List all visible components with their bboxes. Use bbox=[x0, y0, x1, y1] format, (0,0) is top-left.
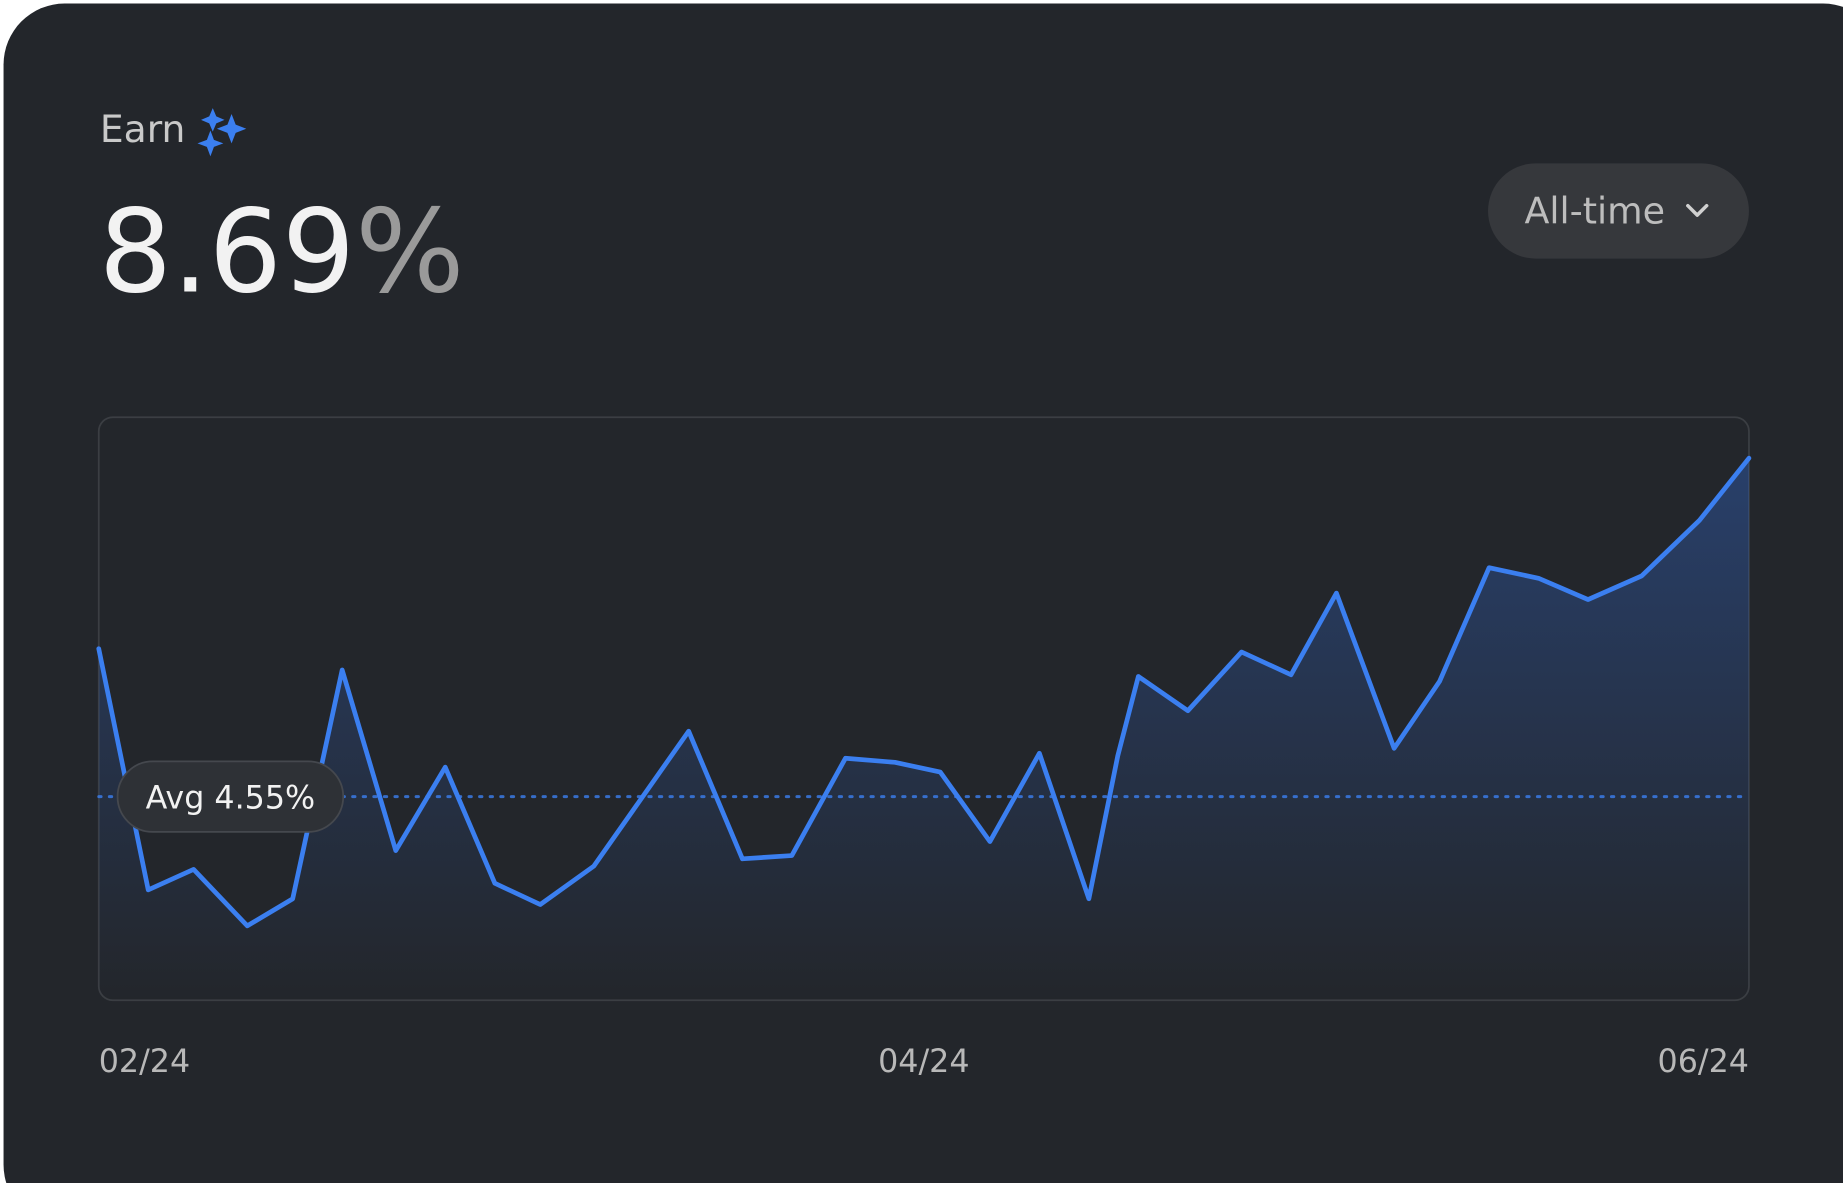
average-pill bbox=[116, 760, 345, 833]
headline-rate: 8.69% bbox=[99, 185, 465, 319]
headline-unit: % bbox=[355, 185, 464, 319]
x-tick-label: 04/24 bbox=[878, 1044, 969, 1080]
sparkle-icon bbox=[197, 108, 247, 157]
earn-line bbox=[96, 455, 1752, 929]
card-label: Earn bbox=[100, 107, 185, 151]
dropdown-chevron[interactable] bbox=[1686, 203, 1709, 217]
dropdown-background[interactable] bbox=[1488, 163, 1749, 259]
average-label: Avg 4.55% bbox=[146, 780, 316, 816]
plot: 02/24 04/24 06/24 Avg 4.55% bbox=[96, 455, 1752, 1080]
x-tick-label: 02/24 bbox=[99, 1044, 190, 1080]
dropdown-label[interactable]: All-time bbox=[1524, 189, 1665, 232]
x-tick-label: 06/24 bbox=[1658, 1044, 1749, 1080]
range-dropdown[interactable]: All-time bbox=[1488, 163, 1749, 259]
headline-value: 8.69 bbox=[99, 185, 355, 319]
